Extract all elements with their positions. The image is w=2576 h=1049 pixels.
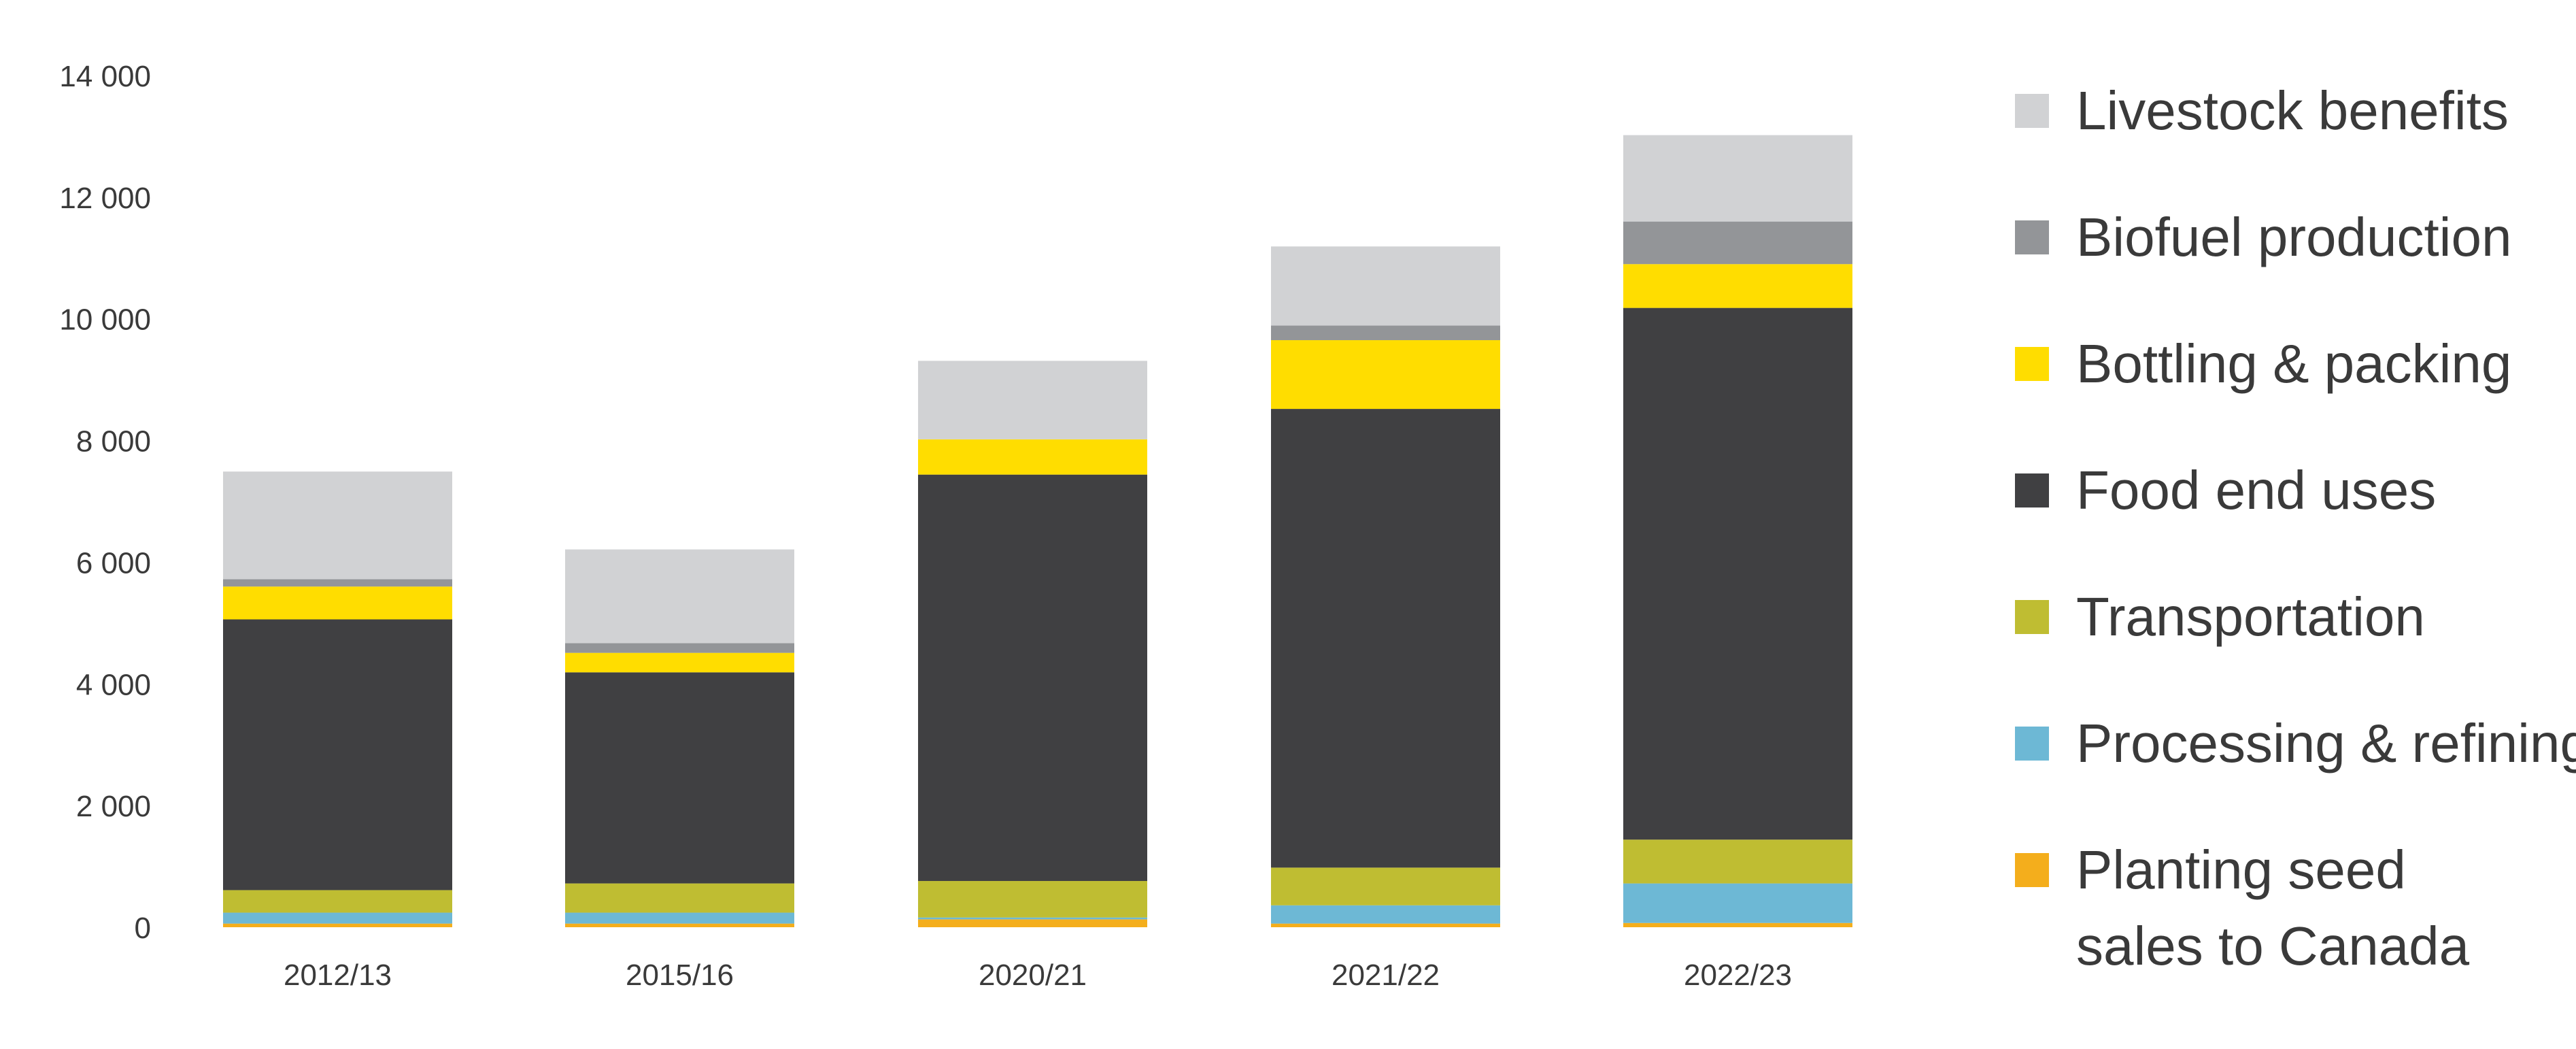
legend-swatch xyxy=(2015,853,2049,887)
bar-segment xyxy=(1623,922,1852,927)
x-tick-label: 2021/22 xyxy=(1332,959,1440,992)
bar-segment xyxy=(223,619,452,890)
bar-segment xyxy=(1623,264,1852,308)
x-tick-label: 2022/23 xyxy=(1684,959,1792,992)
y-tick-label: 10 000 xyxy=(59,303,151,337)
bar-segment xyxy=(223,471,452,580)
bar-segment xyxy=(1623,883,1852,923)
bar-segment xyxy=(223,923,452,927)
y-tick-label: 4 000 xyxy=(76,668,151,701)
bar-segment xyxy=(1271,340,1500,410)
bar-segment xyxy=(1271,325,1500,341)
bar-segment xyxy=(918,474,1147,882)
y-tick-label: 0 xyxy=(135,912,151,945)
bar-segment xyxy=(223,890,452,913)
bar-segment xyxy=(223,586,452,620)
x-tick-label: 2020/21 xyxy=(979,959,1087,992)
bar-segment xyxy=(1271,905,1500,924)
bar-segment xyxy=(565,549,794,644)
bar-segment xyxy=(918,881,1147,918)
y-tick-label: 8 000 xyxy=(76,425,151,459)
bar-segment xyxy=(565,912,794,924)
legend-swatch xyxy=(2015,600,2049,634)
legend-label: Processing & refining xyxy=(2076,713,2576,773)
legend-label: Planting seed sales to Canada xyxy=(2076,839,2470,976)
bar-segment xyxy=(565,923,794,927)
bar-segment xyxy=(918,919,1147,927)
bar-segment xyxy=(223,579,452,587)
x-tick-label: 2012/13 xyxy=(284,959,392,992)
legend-swatch xyxy=(2015,727,2049,761)
bar-segment xyxy=(1623,839,1852,884)
legend-label: Bottling & packing xyxy=(2076,333,2511,394)
bar-segment xyxy=(565,643,794,653)
y-tick-label: 14 000 xyxy=(59,60,151,93)
bar-segment xyxy=(1271,867,1500,905)
legend-swatch xyxy=(2015,473,2049,507)
bar-segment xyxy=(1623,135,1852,222)
legend-label: Transportation xyxy=(2076,586,2425,647)
legend-label: Biofuel production xyxy=(2076,207,2511,267)
bar-segment xyxy=(1623,307,1852,840)
bar-segment xyxy=(223,912,452,924)
bar-segment xyxy=(918,361,1147,439)
y-tick-label: 6 000 xyxy=(76,546,151,580)
bar-segment xyxy=(565,672,794,884)
legend-label: Food end uses xyxy=(2076,460,2436,520)
bar-segment xyxy=(918,439,1147,475)
bar-segment xyxy=(565,652,794,673)
y-tick-label: 2 000 xyxy=(76,790,151,823)
bar-segment xyxy=(565,883,794,913)
legend-swatch xyxy=(2015,347,2049,381)
y-tick-label: 12 000 xyxy=(59,182,151,215)
bar-segment xyxy=(918,917,1147,920)
x-tick-label: 2015/16 xyxy=(626,959,734,992)
bar-segment xyxy=(1623,221,1852,265)
bar-segment xyxy=(1271,923,1500,927)
bar-segment xyxy=(1271,409,1500,868)
legend-swatch xyxy=(2015,220,2049,254)
bar-segment xyxy=(1271,246,1500,326)
legend-label: Livestock benefits xyxy=(2076,80,2509,141)
legend-swatch xyxy=(2015,94,2049,128)
